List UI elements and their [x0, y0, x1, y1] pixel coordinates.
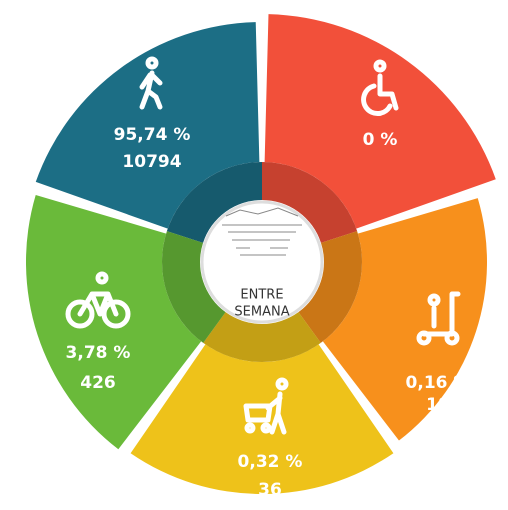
percent-label: 3,78 %: [66, 343, 131, 363]
icon: [243, 377, 289, 435]
icon-shape: [243, 377, 289, 435]
icon: [361, 59, 399, 117]
count-label: 10794: [122, 152, 181, 172]
segment: [322, 198, 487, 441]
icon-shape: [416, 291, 461, 346]
inner-ring-shade: [203, 312, 321, 362]
count-label: 426: [80, 373, 116, 393]
center-label: ENTRE: [240, 288, 283, 303]
inner-ring-shade: [161, 231, 226, 343]
segment: [25, 194, 202, 450]
segment: [264, 14, 496, 229]
icon-shape: [139, 56, 163, 110]
icon-shape: [65, 271, 131, 329]
inner-ring: [203, 312, 321, 362]
icon: [65, 271, 131, 329]
inner-ring: [166, 162, 262, 243]
inner-ring: [161, 231, 226, 343]
inner-ring: [298, 231, 362, 343]
icon-shape: [361, 59, 399, 117]
sketch: [222, 207, 302, 256]
icon: [416, 291, 461, 346]
count-label: 36: [258, 480, 282, 500]
percent-label: 95,74 %: [114, 125, 191, 145]
percent-label: 0 %: [363, 130, 398, 150]
segment: [35, 22, 260, 229]
percent-label: 0,16 %: [406, 373, 471, 393]
center-label: SEMANA: [234, 305, 289, 320]
inner-ring-shade: [298, 231, 362, 343]
inner-ring-shade: [166, 162, 262, 243]
icon: [139, 56, 163, 110]
percent-label: 0,32 %: [238, 452, 303, 472]
inner-ring-shade: [262, 162, 358, 243]
inner-ring: [262, 162, 358, 243]
count-label: 18: [426, 395, 450, 415]
